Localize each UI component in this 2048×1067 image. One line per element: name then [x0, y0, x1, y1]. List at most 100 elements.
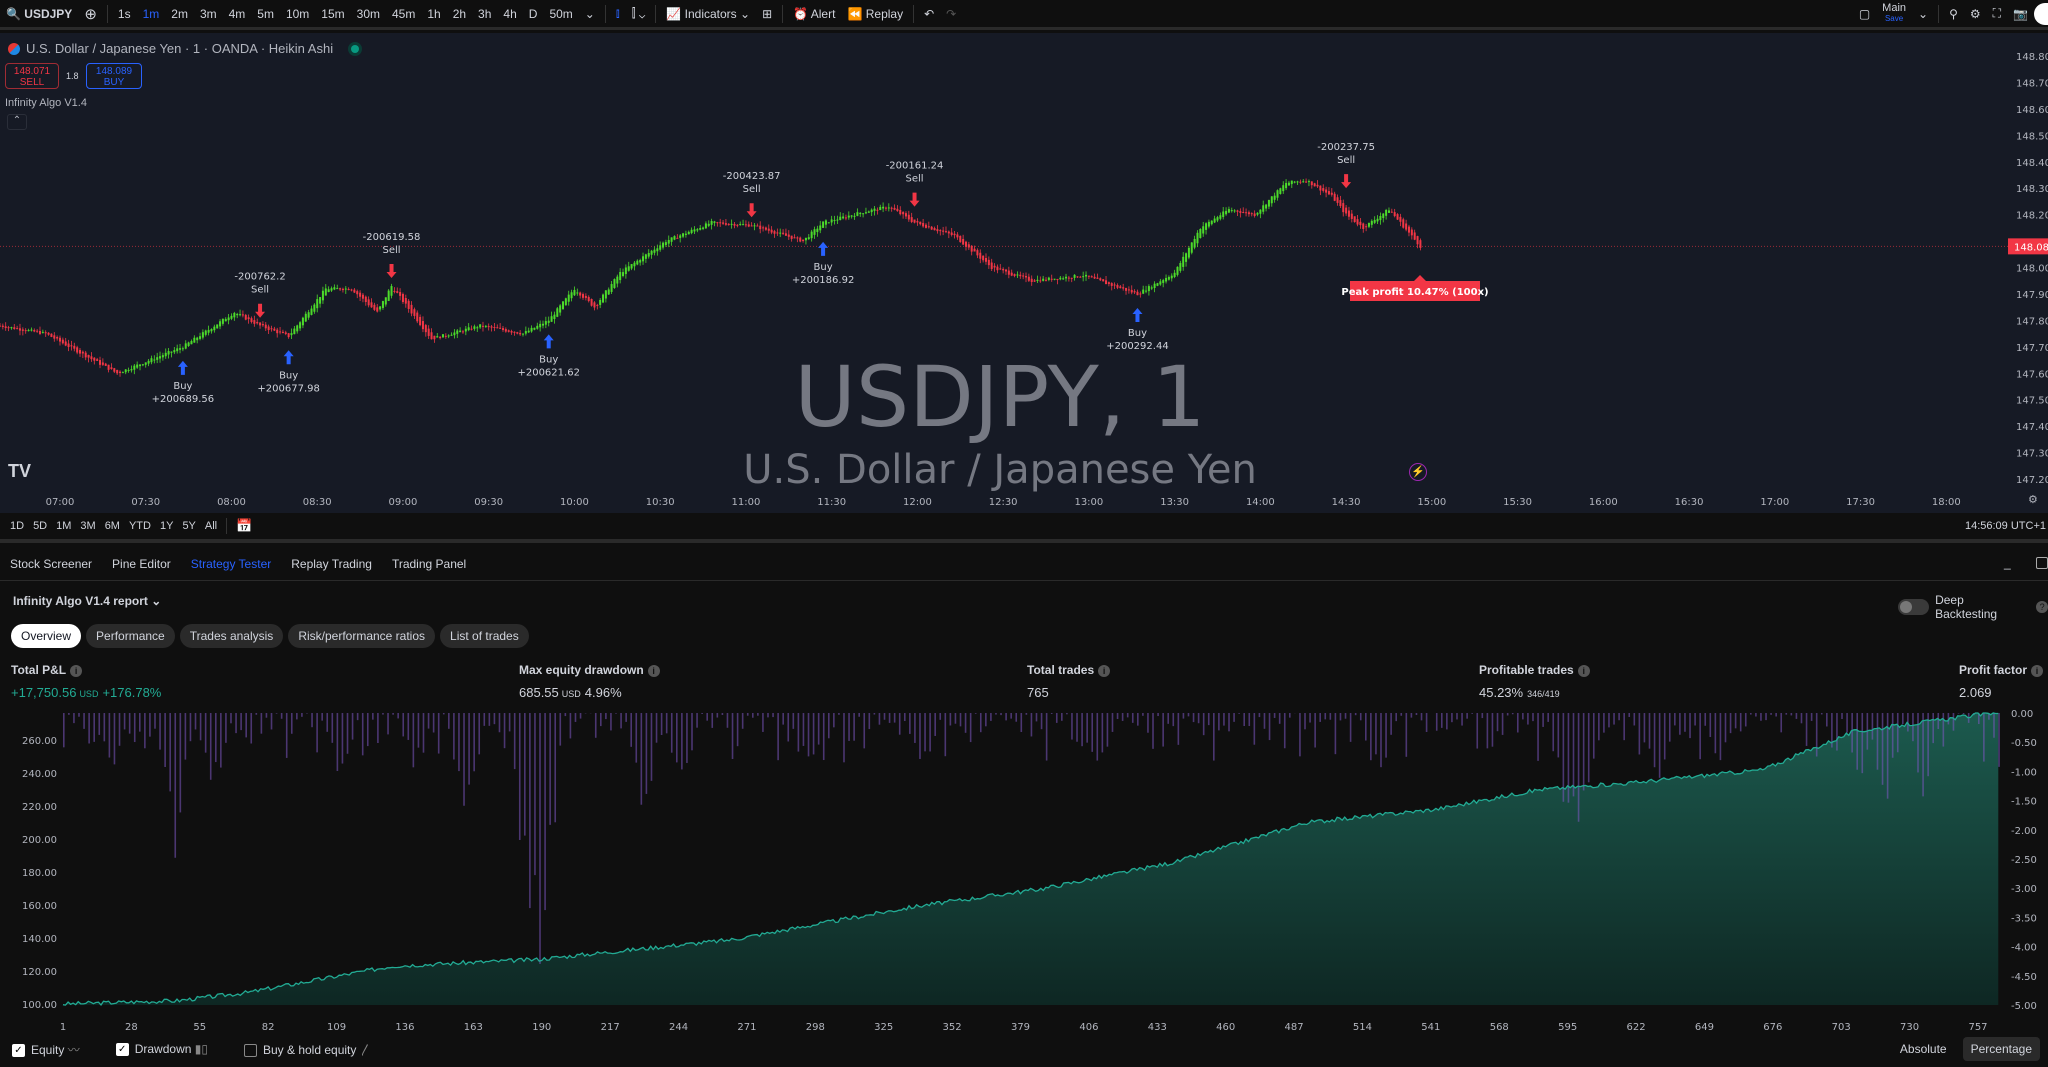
candle-body — [733, 223, 736, 226]
sell-signal[interactable]: -200619.58 Sell — [363, 232, 421, 279]
collapse-indicators-icon[interactable]: ⌃ — [7, 114, 27, 130]
timeframe-1h[interactable]: 1h — [427, 6, 441, 21]
info-icon[interactable]: i — [647, 665, 660, 677]
buy-button[interactable]: 148.089 BUY — [86, 63, 142, 89]
timeframe-2h[interactable]: 2h — [452, 6, 467, 21]
report-tab-performance[interactable]: Performance — [86, 624, 175, 648]
add-symbol-icon[interactable]: ⊕ — [84, 5, 97, 23]
buy-signal[interactable]: Buy +200689.56 — [152, 360, 214, 405]
info-icon[interactable]: i — [2031, 665, 2044, 677]
timeframe-3h[interactable]: 3h — [478, 6, 492, 21]
range-5D[interactable]: 5D — [33, 520, 48, 532]
drawdown-toggle[interactable]: ✓ Drawdown ▮▯ — [115, 1042, 208, 1057]
report-tab-trades-analysis[interactable]: Trades analysis — [179, 624, 284, 648]
chevron-down-icon[interactable]: ⌄ — [584, 6, 595, 21]
timeframe-15m[interactable]: 15m — [321, 6, 345, 21]
indicator-label[interactable]: Infinity Algo V1.4 — [5, 97, 87, 109]
range-5Y[interactable]: 5Y — [182, 520, 196, 532]
lightning-icon[interactable]: ⚡ — [1409, 463, 1427, 481]
timeframe-5m[interactable]: 5m — [257, 6, 274, 21]
buy-signal[interactable]: Buy +200292.44 — [1106, 307, 1169, 352]
symbol-search[interactable]: 🔍 USDJPY — [0, 7, 78, 21]
goto-date-icon[interactable]: 📅 — [236, 518, 253, 533]
info-icon[interactable]: i — [70, 665, 83, 677]
maximize-panel-icon[interactable] — [2036, 557, 2048, 569]
range-1D[interactable]: 1D — [10, 520, 25, 532]
report-selector[interactable]: Infinity Algo V1.4 report ⌄ — [13, 594, 161, 608]
timeframe-1m[interactable]: 1m — [142, 6, 160, 21]
timeframe-2m[interactable]: 2m — [171, 6, 188, 21]
timeframe-50m[interactable]: 50m — [549, 6, 573, 21]
buy-signal[interactable]: Buy +200677.98 — [257, 350, 320, 394]
timeframe-D[interactable]: D — [528, 6, 538, 21]
avatar[interactable] — [2034, 2, 2048, 25]
info-icon[interactable]: i — [1577, 665, 1590, 677]
equity-chart[interactable]: 260.00 240.00 220.00 200.00 180.00 160.00 140.… — [0, 700, 2048, 1036]
info-icon[interactable]: i — [1098, 665, 1111, 677]
fullscreen-icon[interactable]: ⛶ — [1992, 6, 2002, 20]
quick-search-icon[interactable]: ⚲ — [1949, 6, 1958, 21]
buy-arrow-icon — [283, 350, 294, 365]
redo-icon[interactable]: ↷ — [946, 6, 957, 21]
timeframe-45m[interactable]: 45m — [391, 6, 416, 21]
report-tab-risk-performance-ratios[interactable]: Risk/performance ratios — [288, 624, 436, 648]
range-1M[interactable]: 1M — [56, 520, 72, 532]
timeframe-30m[interactable]: 30m — [356, 6, 380, 21]
panel-tab-trading-panel[interactable]: Trading Panel — [391, 556, 467, 571]
percentage-button[interactable]: Percentage — [1962, 1037, 2040, 1061]
report-tab-list-of-trades[interactable]: List of trades — [440, 624, 529, 648]
sell-signal[interactable]: -200762.2 Sell — [234, 272, 286, 318]
layout-name[interactable]: Main Save — [1876, 3, 1912, 24]
panel-tab-replay-trading[interactable]: Replay Trading — [291, 556, 372, 571]
report-tab-overview[interactable]: Overview — [11, 624, 82, 648]
camera-icon[interactable]: 📷 — [2013, 6, 2028, 21]
sell-button[interactable]: 148.071 SELL — [5, 63, 59, 89]
replay-button[interactable]: ⏪ Replay — [841, 7, 909, 21]
drawdown-y-tick: -2.50 — [2011, 855, 2037, 866]
candle-style-icon[interactable]: ⫿ ⌄ — [631, 6, 646, 20]
panel-tab-stock-screener[interactable]: Stock Screener — [10, 556, 93, 571]
timeframe-1s[interactable]: 1s — [117, 6, 131, 21]
buy-signal[interactable]: Buy +200621.62 — [517, 334, 580, 378]
indicators-button[interactable]: 📈 Indicators ⌄ — [666, 6, 751, 21]
sell-signal[interactable]: -200423.87 Sell — [723, 171, 781, 218]
candle-body — [484, 325, 487, 327]
absolute-button[interactable]: Absolute — [1899, 1042, 1947, 1056]
candle-body — [807, 237, 810, 240]
tradingview-logo[interactable]: TV — [8, 461, 32, 481]
undo-icon[interactable]: ↶ — [924, 6, 935, 21]
range-1Y[interactable]: 1Y — [159, 520, 174, 532]
drawdown-bar — [1638, 713, 1641, 755]
settings-icon[interactable]: ⚙ — [1969, 6, 1981, 21]
timeframe-4h[interactable]: 4h — [503, 6, 517, 21]
buy-signal[interactable]: Buy +200186.92 — [792, 241, 854, 286]
layouts-icon[interactable]: ⊞ — [762, 6, 773, 21]
equity-toggle[interactable]: ✓ Equity 〰 — [12, 1041, 80, 1058]
range-3M[interactable]: 3M — [80, 520, 96, 532]
bar-style-icon[interactable]: ⫾ — [615, 6, 620, 20]
chevron-down-icon[interactable]: ⌄ — [1918, 6, 1929, 21]
timeframe-4m[interactable]: 4m — [228, 6, 246, 21]
clock[interactable]: 14:56:09 UTC+1 — [1964, 520, 2046, 532]
panel-tab-pine-editor[interactable]: Pine Editor — [112, 556, 171, 571]
drawdown-bar — [1081, 713, 1083, 747]
price-chart[interactable]: USDJPY, 1 U.S. Dollar / Japanese Yen 148.8… — [0, 33, 2048, 513]
timeframe-3m[interactable]: 3m — [199, 6, 217, 21]
sell-signal[interactable]: -200237.75 Sell — [1317, 142, 1375, 189]
range-6M[interactable]: 6M — [104, 520, 120, 532]
minimize-panel-icon[interactable]: _ — [2004, 556, 2011, 570]
help-icon[interactable]: ? — [2036, 601, 2048, 613]
sell-signal[interactable]: -200161.24 Sell — [886, 161, 944, 207]
timeframe-10m[interactable]: 10m — [285, 6, 310, 21]
panel-tab-strategy-tester[interactable]: Strategy Tester — [190, 556, 272, 571]
candle-body — [736, 224, 739, 226]
axis-settings-icon[interactable]: ⚙ — [2028, 494, 2038, 506]
buy-hold-toggle[interactable]: Buy & hold equity 〳 — [243, 1041, 372, 1058]
price-chart-canvas[interactable]: USDJPY, 1U.S. Dollar / Japanese Yen 148.8… — [0, 33, 2048, 513]
alert-button[interactable]: ⏰ Alert — [787, 7, 841, 21]
range-YTD[interactable]: YTD — [128, 520, 151, 532]
deep-backtesting-toggle[interactable] — [1898, 599, 1930, 615]
drawdown-bar — [301, 713, 303, 717]
layout-square-icon[interactable]: ▢ — [1858, 6, 1871, 21]
range-All[interactable]: All — [204, 520, 218, 532]
